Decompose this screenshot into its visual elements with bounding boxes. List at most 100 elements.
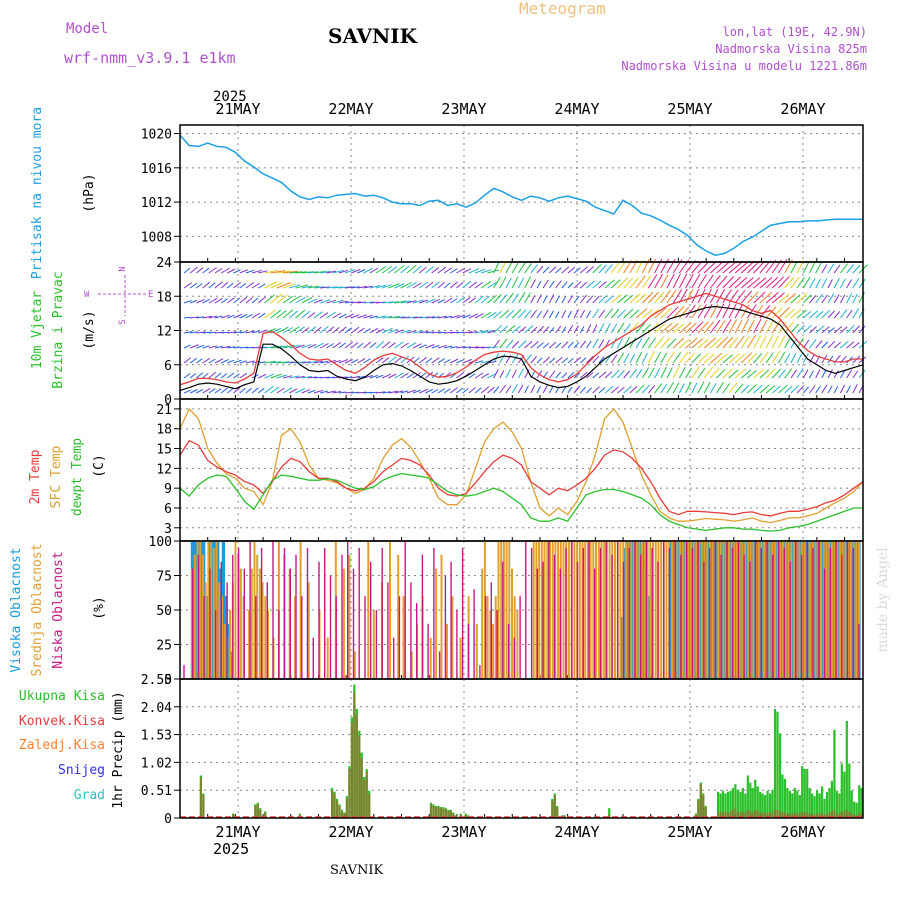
wind-barb (827, 340, 836, 349)
wind-barb (691, 353, 701, 364)
wind-barb (375, 341, 385, 349)
wind-barb (375, 284, 387, 289)
wind-barb (598, 281, 607, 289)
wind-barb (839, 370, 845, 379)
wind-barb (233, 387, 241, 394)
wind-barb (815, 385, 821, 394)
wind-barb (450, 298, 458, 304)
wind-barb (208, 267, 217, 274)
total-rain-bar (803, 768, 806, 818)
wind-barb (771, 276, 785, 289)
total-rain-bar (786, 788, 789, 818)
wind-barb (697, 381, 705, 394)
wind-barb (685, 367, 693, 379)
cloud-high-bar (674, 541, 678, 679)
cloud-mid-bar (589, 541, 592, 679)
wind-barb (499, 353, 506, 364)
wind-barb (493, 311, 502, 319)
wind-barb (511, 276, 519, 289)
cloud-low-bar (726, 541, 728, 679)
wind-barb (778, 335, 786, 349)
wind-barb (592, 324, 598, 334)
wind-barb (827, 327, 835, 334)
wind-barb (728, 369, 739, 379)
cloud-low-bar (812, 547, 814, 679)
wind-barb (790, 323, 800, 334)
wind-barb (846, 292, 853, 304)
wind-barb (443, 345, 453, 349)
cloud-mid-bar (497, 541, 500, 679)
wind-barb (734, 353, 746, 364)
cloud-high-bar (230, 651, 234, 679)
wind-barb (784, 293, 797, 304)
wind-barb (734, 368, 747, 379)
wind-barb (474, 295, 484, 304)
wind-side-label-1: 10m Vjetar (30, 291, 45, 369)
wind-barb (344, 286, 355, 289)
wind-barb (517, 384, 524, 394)
wind-barb (189, 373, 197, 379)
conv-rain-bar (729, 811, 732, 818)
cloud-mid-bar (619, 541, 622, 679)
wind-barb (189, 282, 198, 289)
wind-barb (344, 301, 354, 304)
model-label: Model (66, 21, 108, 37)
wind-barb (326, 390, 336, 394)
wind-barb (840, 326, 848, 334)
wind-barb (697, 261, 710, 274)
cloud-low-bar (450, 561, 452, 679)
y-tick-label: 0 (164, 393, 172, 408)
wind-barb (220, 281, 229, 289)
wind-barb (208, 297, 218, 304)
wind-barb (555, 267, 562, 274)
wind-barb (264, 385, 274, 394)
cloud-low-bar (571, 541, 573, 679)
wind-barb (740, 369, 752, 379)
wind-barb (221, 345, 231, 349)
wind-barb (357, 375, 366, 379)
wind-barb (183, 331, 193, 334)
wind-barb (734, 303, 744, 319)
wind-barb (419, 331, 429, 334)
cloud-panel: 100 75 50 25 0 (149, 535, 864, 688)
wind-barb (245, 313, 253, 319)
wind-barb (722, 262, 736, 274)
wind-barb (722, 303, 731, 319)
wind-barb (821, 370, 827, 379)
wind-barb (846, 324, 855, 334)
year-bottom: 2025 (213, 840, 249, 858)
wind-barb (827, 263, 835, 274)
wind-barb (418, 266, 427, 274)
cloud-mid-bar (809, 541, 812, 679)
conv-rain-bar (853, 814, 856, 818)
cloud-low-bar (266, 582, 268, 679)
wind-barb (790, 276, 800, 289)
wind-barb (400, 300, 412, 304)
wind-barb (846, 369, 853, 379)
wind-panel: 24 18 12 6 0 (156, 256, 868, 408)
wind-barb (233, 359, 242, 364)
conv-rain-bar (769, 812, 772, 818)
cloud-mid-bar (429, 637, 432, 679)
wind-barb (289, 375, 300, 379)
wind-barb (338, 313, 347, 319)
cloud-mid-bar (264, 596, 267, 679)
y-tick-label: 1016 (141, 162, 172, 177)
cloud-side-label-1: Visoka Oblacnost (9, 547, 24, 672)
y-tick-label: 75 (156, 570, 172, 585)
wind-arrows (183, 258, 868, 394)
wind-barb (332, 312, 342, 319)
total-rain-bar (766, 790, 769, 818)
wind-barb (530, 326, 538, 334)
wind-barb (771, 335, 779, 349)
cloud-mid-bar (741, 541, 744, 679)
wind-barb (456, 296, 466, 304)
wind-barb (666, 351, 675, 364)
wind-barb (765, 368, 776, 379)
wind-barb (833, 341, 842, 349)
wind-barb (747, 291, 759, 304)
cloud-mid-bar (218, 582, 221, 679)
wind-barb (660, 307, 672, 319)
total-rain-bar (835, 790, 839, 818)
conv-rain-bar (761, 812, 764, 818)
